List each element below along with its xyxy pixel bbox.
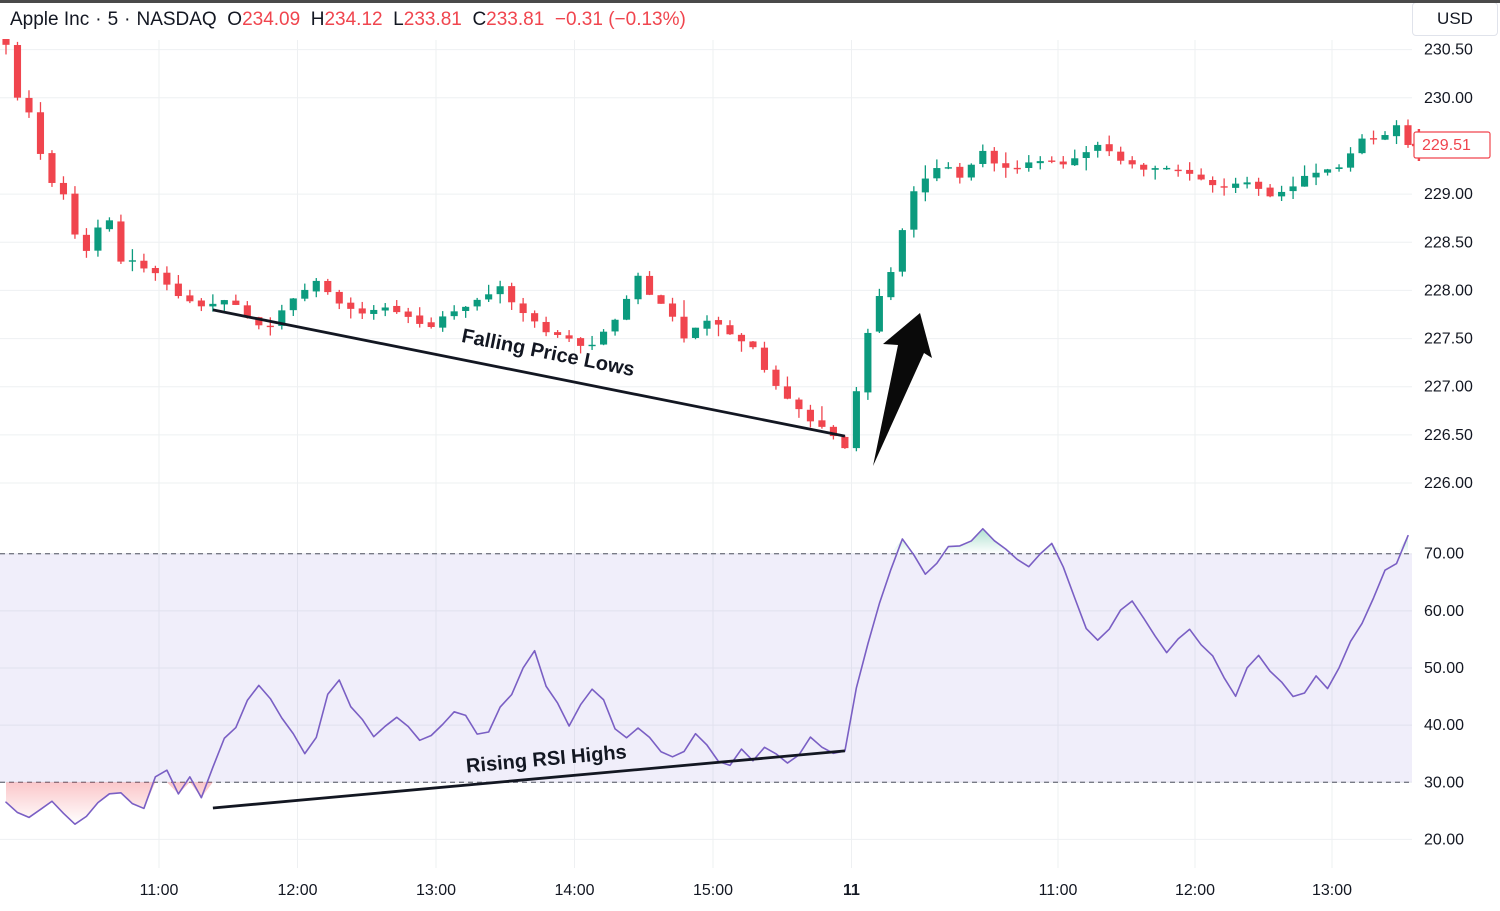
svg-text:11: 11 <box>843 882 860 899</box>
svg-text:226.50: 226.50 <box>1424 427 1473 444</box>
svg-text:12:00: 12:00 <box>277 882 317 899</box>
svg-text:229.51: 229.51 <box>1422 137 1471 154</box>
svg-text:230.50: 230.50 <box>1424 42 1473 59</box>
svg-text:15:00: 15:00 <box>693 882 733 899</box>
svg-text:230.00: 230.00 <box>1424 90 1473 107</box>
svg-text:14:00: 14:00 <box>554 882 594 899</box>
svg-text:50.00: 50.00 <box>1424 660 1464 677</box>
svg-text:11:00: 11:00 <box>1039 882 1078 899</box>
svg-text:40.00: 40.00 <box>1424 717 1464 734</box>
svg-text:227.00: 227.00 <box>1424 379 1473 396</box>
svg-text:13:00: 13:00 <box>416 882 456 899</box>
svg-text:20.00: 20.00 <box>1424 831 1464 848</box>
svg-text:12:00: 12:00 <box>1175 882 1215 899</box>
svg-text:228.00: 228.00 <box>1424 282 1473 299</box>
svg-text:226.00: 226.00 <box>1424 475 1473 492</box>
svg-text:229.00: 229.00 <box>1424 186 1473 203</box>
svg-text:11:00: 11:00 <box>140 882 179 899</box>
svg-text:227.50: 227.50 <box>1424 331 1473 348</box>
svg-text:60.00: 60.00 <box>1424 603 1464 620</box>
svg-text:228.50: 228.50 <box>1424 234 1473 251</box>
svg-text:13:00: 13:00 <box>1312 882 1352 899</box>
svg-text:70.00: 70.00 <box>1424 546 1464 563</box>
svg-text:30.00: 30.00 <box>1424 774 1464 791</box>
